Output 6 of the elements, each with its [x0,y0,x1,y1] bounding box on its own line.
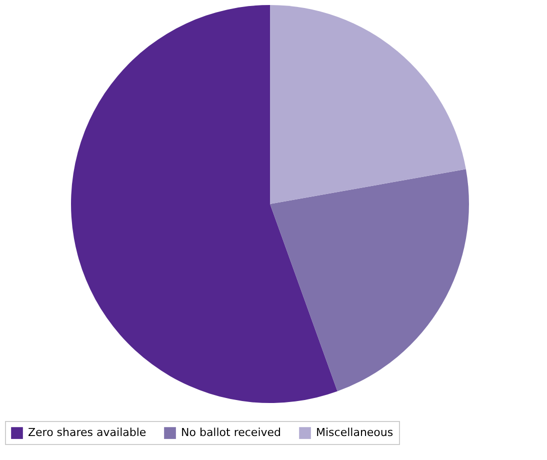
legend-label: No ballot received [181,426,282,440]
pie-slice [270,169,469,392]
legend-label: Zero shares available [28,426,146,440]
legend-label: Miscellaneous [316,426,394,440]
pie-slice [71,5,338,403]
pie-slice [270,5,466,204]
